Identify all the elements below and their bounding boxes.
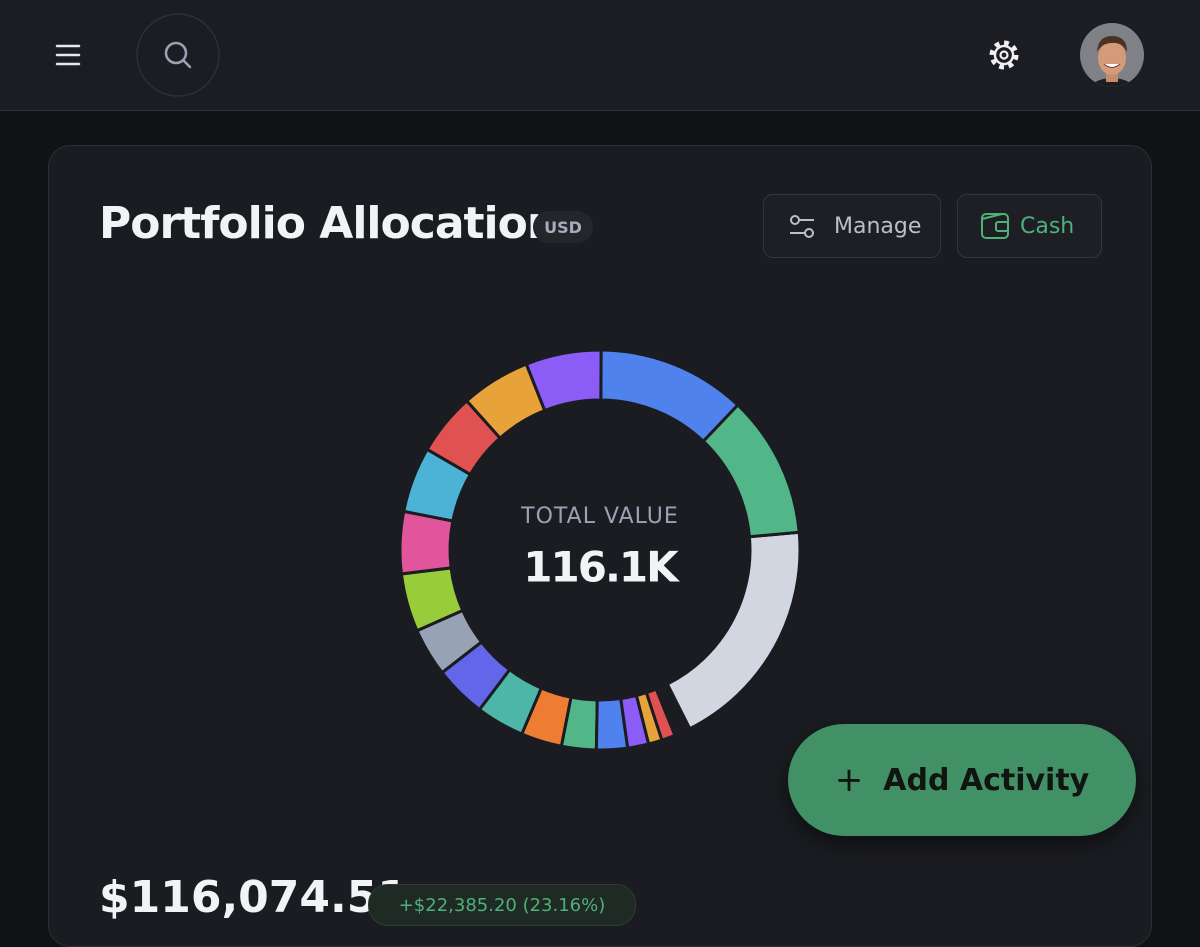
header [0,0,1200,111]
cash-button[interactable]: Cash [957,194,1102,258]
donut-segment[interactable] [439,639,512,712]
center-label: TOTAL VALUE [520,504,679,529]
manage-label: Manage [834,213,922,239]
center-value: 116.1K [523,543,680,592]
donut-segment[interactable] [425,398,503,477]
donut-segment[interactable] [559,695,599,752]
donut-segment[interactable] [701,402,801,539]
manage-icon [790,215,814,238]
donut-segment[interactable] [401,447,473,523]
card-title: Portfolio Allocation [99,198,558,249]
donut-segment[interactable] [415,608,484,675]
menu-icon[interactable] [55,44,81,66]
donut-segment[interactable] [599,348,740,444]
manage-button[interactable]: Manage [763,194,941,258]
settings-icon[interactable] [989,40,1019,70]
cash-icon [981,213,1009,239]
add-activity-button[interactable]: + Add Activity [788,724,1136,836]
currency-badge: USD [533,211,593,243]
donut-segment[interactable] [398,509,455,576]
donut-segment[interactable] [519,686,573,749]
donut-segment[interactable] [464,362,547,441]
add-activity-label: Add Activity [883,762,1090,798]
donut-segment[interactable] [594,696,630,752]
donut-segment[interactable] [665,530,802,731]
header-icons [55,13,1144,97]
search-button[interactable] [136,13,220,97]
donut-segment[interactable] [477,667,544,737]
donut-segment[interactable] [399,566,465,633]
allocation-donut: TOTAL VALUE 116.1K [398,348,802,752]
cash-label: Cash [1020,213,1075,239]
donut-segment[interactable] [644,687,677,743]
total-value: $116,074.51 [99,872,408,923]
donut-segment[interactable] [524,348,603,413]
total-change: +$22,385.20 (23.16%) [368,884,636,926]
